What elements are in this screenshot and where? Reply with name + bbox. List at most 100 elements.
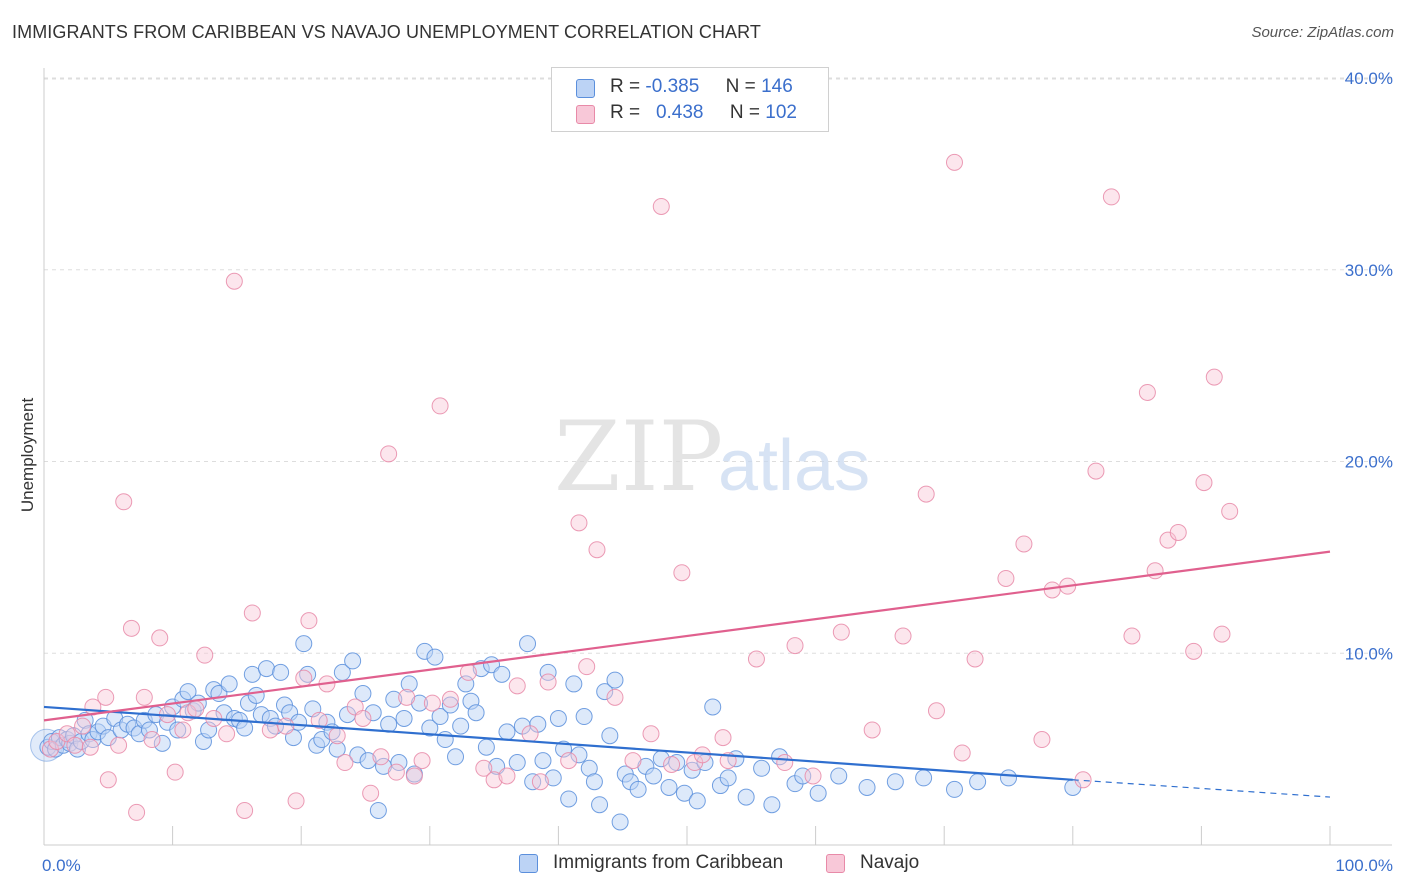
data-point-caribbean bbox=[243, 665, 261, 683]
data-point-caribbean bbox=[560, 790, 578, 808]
gridlines bbox=[44, 77, 1392, 654]
data-point-navajo bbox=[110, 736, 128, 754]
data-point-caribbean bbox=[364, 704, 382, 722]
data-point-caribbean bbox=[390, 754, 408, 772]
data-point-caribbean bbox=[236, 719, 254, 737]
data-point-navajo bbox=[287, 792, 305, 810]
data-point-navajo bbox=[97, 688, 115, 706]
data-point-caribbean bbox=[606, 671, 624, 689]
data-point-caribbean bbox=[498, 723, 516, 741]
legend-r-value: 0.438 bbox=[655, 102, 704, 123]
data-point-navajo bbox=[151, 629, 169, 647]
data-point-caribbean bbox=[830, 767, 848, 785]
data-point-navajo bbox=[115, 493, 133, 511]
data-point-caribbean bbox=[539, 663, 557, 681]
data-point-caribbean bbox=[359, 752, 377, 770]
correlation-legend: R = -0.385 N = 146 R = 0.438 N = 102 bbox=[551, 67, 829, 132]
data-point-navajo bbox=[413, 752, 431, 770]
data-point-caribbean bbox=[395, 709, 413, 727]
data-point-navajo bbox=[135, 688, 153, 706]
data-point-caribbean bbox=[585, 773, 603, 791]
data-point-navajo bbox=[606, 688, 624, 706]
chart-title: IMMIGRANTS FROM CARIBBEAN VS NAVAJO UNEM… bbox=[12, 22, 762, 42]
trend-lines bbox=[43, 550, 1331, 798]
data-point-navajo bbox=[225, 272, 243, 290]
watermark-atlas: atlas bbox=[718, 426, 870, 506]
data-point-navajo bbox=[1102, 188, 1120, 206]
data-point-navajo bbox=[459, 663, 477, 681]
data-point-caribbean bbox=[169, 721, 187, 739]
data-point-navajo bbox=[673, 564, 691, 582]
legend-n-value: 102 bbox=[765, 102, 797, 123]
data-point-caribbean bbox=[688, 792, 706, 810]
data-point-caribbean bbox=[220, 675, 238, 693]
y-tick-label: 30.0% bbox=[1345, 261, 1393, 280]
swatch-navajo bbox=[576, 105, 595, 124]
data-point-navajo bbox=[578, 658, 596, 676]
legend-label-caribbean: Immigrants from Caribbean bbox=[553, 852, 784, 873]
data-point-caribbean bbox=[467, 704, 485, 722]
legend-r-label: R = bbox=[610, 102, 641, 123]
data-point-navajo bbox=[143, 731, 161, 749]
data-point-navajo bbox=[663, 755, 681, 773]
data-point-caribbean bbox=[763, 796, 781, 814]
data-point-caribbean bbox=[809, 784, 827, 802]
data-point-navajo bbox=[398, 688, 416, 706]
data-point-caribbean bbox=[1000, 769, 1017, 787]
data-point-navajo bbox=[300, 612, 318, 630]
source-label: Source: ZipAtlas.com bbox=[1251, 24, 1394, 41]
data-point-navajo bbox=[243, 604, 261, 622]
tick-labels: 10.0% 20.0% 30.0% 40.0% 0.0% 100.0% bbox=[42, 69, 1393, 875]
data-point-navajo bbox=[531, 773, 549, 791]
y-tick-label: 20.0% bbox=[1345, 453, 1393, 472]
data-point-caribbean bbox=[704, 698, 722, 716]
trend-line-caribbean-extension bbox=[1072, 779, 1331, 798]
data-point-caribbean bbox=[596, 683, 614, 701]
data-point-navajo bbox=[362, 784, 380, 802]
data-point-caribbean bbox=[570, 746, 588, 764]
data-point-navajo bbox=[539, 673, 557, 691]
x-tick-label: 100.0% bbox=[1335, 856, 1393, 875]
data-point-navajo bbox=[122, 619, 140, 637]
data-point-navajo bbox=[1015, 535, 1033, 553]
data-point-navajo bbox=[1087, 462, 1105, 480]
data-point-navajo bbox=[1043, 581, 1061, 599]
legend-n-label: N = bbox=[729, 102, 761, 123]
data-point-caribbean bbox=[575, 708, 593, 726]
legend-r-label: R = bbox=[610, 76, 641, 97]
data-point-navajo bbox=[372, 748, 390, 766]
data-point-caribbean bbox=[591, 796, 609, 814]
data-point-caribbean bbox=[753, 759, 771, 777]
data-point-navajo bbox=[1221, 502, 1239, 520]
data-point-caribbean bbox=[257, 660, 275, 678]
data-point-navajo bbox=[128, 803, 146, 821]
data-point-navajo bbox=[187, 700, 205, 718]
data-point-navajo bbox=[624, 752, 642, 770]
y-axis-label: Unemployment bbox=[18, 398, 37, 513]
data-point-caribbean bbox=[549, 709, 567, 727]
x-tick-label: 0.0% bbox=[42, 856, 81, 875]
data-point-navajo bbox=[1213, 625, 1231, 643]
data-point-navajo bbox=[804, 767, 822, 785]
data-point-caribbean bbox=[886, 773, 904, 791]
y-tick-label: 40.0% bbox=[1345, 69, 1393, 88]
data-point-navajo bbox=[997, 569, 1015, 587]
watermark-zip: ZIP bbox=[554, 401, 723, 513]
data-point-navajo bbox=[966, 650, 984, 668]
data-point-navajo bbox=[498, 767, 516, 785]
data-point-navajo bbox=[336, 754, 354, 772]
data-point-navajo bbox=[521, 725, 539, 743]
legend-r-value: -0.385 bbox=[645, 76, 700, 97]
data-point-navajo bbox=[277, 717, 295, 735]
data-point-caribbean bbox=[477, 738, 495, 756]
legend-n-value: 146 bbox=[761, 76, 793, 97]
data-point-caribbean bbox=[295, 635, 313, 653]
data-point-navajo bbox=[863, 721, 881, 739]
data-point-navajo bbox=[714, 729, 732, 747]
data-point-caribbean bbox=[544, 769, 562, 787]
data-point-navajo bbox=[945, 153, 963, 171]
data-point-navajo bbox=[1169, 523, 1187, 541]
trend-line-navajo bbox=[43, 550, 1331, 722]
